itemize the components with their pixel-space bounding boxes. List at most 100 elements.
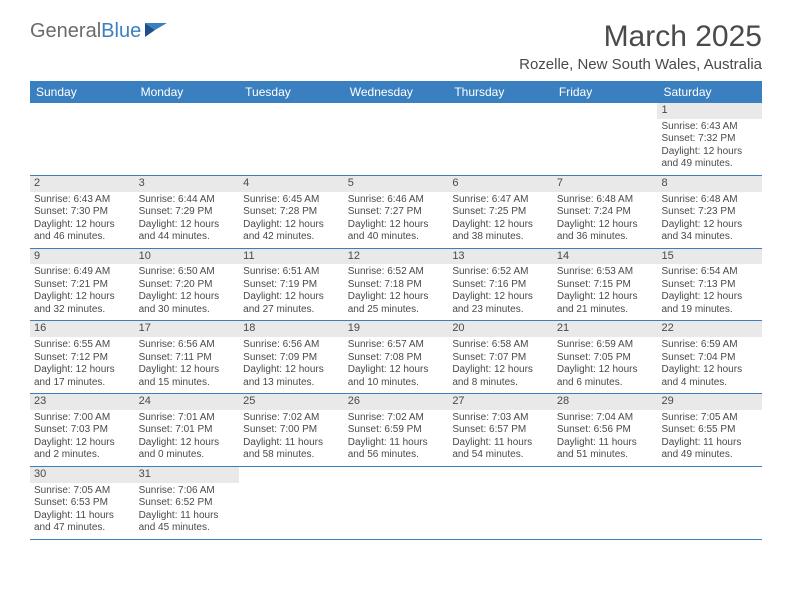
sunrise-text: Sunrise: 6:51 AM xyxy=(243,266,340,279)
daylight-text: Daylight: 11 hours and 54 minutes. xyxy=(452,437,549,462)
day-number: 28 xyxy=(553,394,658,410)
week-row: 1Sunrise: 6:43 AMSunset: 7:32 PMDaylight… xyxy=(30,103,762,176)
logo-text-1: General xyxy=(30,20,101,43)
sunset-text: Sunset: 7:25 PM xyxy=(452,206,549,219)
sunset-text: Sunset: 6:57 PM xyxy=(452,424,549,437)
sunset-text: Sunset: 6:52 PM xyxy=(139,497,236,510)
week-row: 16Sunrise: 6:55 AMSunset: 7:12 PMDayligh… xyxy=(30,321,762,394)
day-number: 12 xyxy=(344,249,449,265)
daylight-text: Daylight: 11 hours and 45 minutes. xyxy=(139,510,236,535)
sunset-text: Sunset: 7:04 PM xyxy=(661,352,758,365)
sunrise-text: Sunrise: 6:50 AM xyxy=(139,266,236,279)
sunset-text: Sunset: 7:21 PM xyxy=(34,279,131,292)
daylight-text: Daylight: 12 hours and 27 minutes. xyxy=(243,291,340,316)
day-number: 23 xyxy=(30,394,135,410)
calendar-cell: 14Sunrise: 6:53 AMSunset: 7:15 PMDayligh… xyxy=(553,249,658,321)
daylight-text: Daylight: 12 hours and 49 minutes. xyxy=(661,146,758,171)
day-number: 15 xyxy=(657,249,762,265)
calendar-cell: 17Sunrise: 6:56 AMSunset: 7:11 PMDayligh… xyxy=(135,321,240,393)
day-header: Tuesday xyxy=(239,81,344,103)
sunrise-text: Sunrise: 7:00 AM xyxy=(34,412,131,425)
calendar-cell xyxy=(448,103,553,175)
daylight-text: Daylight: 12 hours and 10 minutes. xyxy=(348,364,445,389)
sunrise-text: Sunrise: 7:06 AM xyxy=(139,485,236,498)
daylight-text: Daylight: 12 hours and 6 minutes. xyxy=(557,364,654,389)
calendar-cell: 8Sunrise: 6:48 AMSunset: 7:23 PMDaylight… xyxy=(657,176,762,248)
week-row: 2Sunrise: 6:43 AMSunset: 7:30 PMDaylight… xyxy=(30,176,762,249)
day-number: 24 xyxy=(135,394,240,410)
calendar-cell: 26Sunrise: 7:02 AMSunset: 6:59 PMDayligh… xyxy=(344,394,449,466)
daylight-text: Daylight: 12 hours and 46 minutes. xyxy=(34,219,131,244)
day-number: 25 xyxy=(239,394,344,410)
sunrise-text: Sunrise: 7:02 AM xyxy=(243,412,340,425)
calendar-cell: 22Sunrise: 6:59 AMSunset: 7:04 PMDayligh… xyxy=(657,321,762,393)
day-number: 2 xyxy=(30,176,135,192)
sunset-text: Sunset: 6:55 PM xyxy=(661,424,758,437)
calendar-cell: 27Sunrise: 7:03 AMSunset: 6:57 PMDayligh… xyxy=(448,394,553,466)
day-number: 4 xyxy=(239,176,344,192)
daylight-text: Daylight: 12 hours and 38 minutes. xyxy=(452,219,549,244)
sunrise-text: Sunrise: 7:03 AM xyxy=(452,412,549,425)
calendar-cell: 5Sunrise: 6:46 AMSunset: 7:27 PMDaylight… xyxy=(344,176,449,248)
sunrise-text: Sunrise: 6:52 AM xyxy=(452,266,549,279)
sunset-text: Sunset: 6:53 PM xyxy=(34,497,131,510)
day-number: 1 xyxy=(657,103,762,119)
calendar-cell: 20Sunrise: 6:58 AMSunset: 7:07 PMDayligh… xyxy=(448,321,553,393)
sunset-text: Sunset: 7:27 PM xyxy=(348,206,445,219)
sunset-text: Sunset: 7:07 PM xyxy=(452,352,549,365)
sunset-text: Sunset: 7:00 PM xyxy=(243,424,340,437)
calendar-cell: 23Sunrise: 7:00 AMSunset: 7:03 PMDayligh… xyxy=(30,394,135,466)
sunrise-text: Sunrise: 6:56 AM xyxy=(243,339,340,352)
sunset-text: Sunset: 7:29 PM xyxy=(139,206,236,219)
daylight-text: Daylight: 12 hours and 4 minutes. xyxy=(661,364,758,389)
daylight-text: Daylight: 11 hours and 56 minutes. xyxy=(348,437,445,462)
day-number: 30 xyxy=(30,467,135,483)
calendar-cell: 30Sunrise: 7:05 AMSunset: 6:53 PMDayligh… xyxy=(30,467,135,539)
calendar-cell xyxy=(344,467,449,539)
sunrise-text: Sunrise: 6:59 AM xyxy=(557,339,654,352)
sunset-text: Sunset: 7:11 PM xyxy=(139,352,236,365)
calendar-cell: 19Sunrise: 6:57 AMSunset: 7:08 PMDayligh… xyxy=(344,321,449,393)
sunset-text: Sunset: 7:18 PM xyxy=(348,279,445,292)
sunrise-text: Sunrise: 6:53 AM xyxy=(557,266,654,279)
calendar-cell xyxy=(239,467,344,539)
logo: GeneralBlue xyxy=(30,20,171,43)
sunrise-text: Sunrise: 7:04 AM xyxy=(557,412,654,425)
daylight-text: Daylight: 12 hours and 8 minutes. xyxy=(452,364,549,389)
logo-flag-icon xyxy=(145,23,171,41)
daylight-text: Daylight: 12 hours and 13 minutes. xyxy=(243,364,340,389)
sunrise-text: Sunrise: 7:02 AM xyxy=(348,412,445,425)
calendar-cell xyxy=(448,467,553,539)
day-number: 5 xyxy=(344,176,449,192)
daylight-text: Daylight: 12 hours and 23 minutes. xyxy=(452,291,549,316)
day-number: 9 xyxy=(30,249,135,265)
calendar-cell xyxy=(657,467,762,539)
sunrise-text: Sunrise: 6:58 AM xyxy=(452,339,549,352)
calendar-cell: 29Sunrise: 7:05 AMSunset: 6:55 PMDayligh… xyxy=(657,394,762,466)
calendar-cell: 21Sunrise: 6:59 AMSunset: 7:05 PMDayligh… xyxy=(553,321,658,393)
daylight-text: Daylight: 11 hours and 49 minutes. xyxy=(661,437,758,462)
sunset-text: Sunset: 7:03 PM xyxy=(34,424,131,437)
calendar-cell: 28Sunrise: 7:04 AMSunset: 6:56 PMDayligh… xyxy=(553,394,658,466)
sunrise-text: Sunrise: 6:57 AM xyxy=(348,339,445,352)
day-headers-row: SundayMondayTuesdayWednesdayThursdayFrid… xyxy=(30,81,762,103)
day-header: Saturday xyxy=(657,81,762,103)
daylight-text: Daylight: 12 hours and 30 minutes. xyxy=(139,291,236,316)
title-block: March 2025 Rozelle, New South Wales, Aus… xyxy=(519,20,762,73)
sunset-text: Sunset: 7:32 PM xyxy=(661,133,758,146)
calendar-cell: 6Sunrise: 6:47 AMSunset: 7:25 PMDaylight… xyxy=(448,176,553,248)
sunrise-text: Sunrise: 7:01 AM xyxy=(139,412,236,425)
week-row: 9Sunrise: 6:49 AMSunset: 7:21 PMDaylight… xyxy=(30,249,762,322)
day-number: 18 xyxy=(239,321,344,337)
calendar-cell: 7Sunrise: 6:48 AMSunset: 7:24 PMDaylight… xyxy=(553,176,658,248)
day-number: 19 xyxy=(344,321,449,337)
day-number: 29 xyxy=(657,394,762,410)
week-row: 30Sunrise: 7:05 AMSunset: 6:53 PMDayligh… xyxy=(30,467,762,540)
month-title: March 2025 xyxy=(519,20,762,54)
daylight-text: Daylight: 12 hours and 44 minutes. xyxy=(139,219,236,244)
calendar-cell: 11Sunrise: 6:51 AMSunset: 7:19 PMDayligh… xyxy=(239,249,344,321)
sunrise-text: Sunrise: 6:45 AM xyxy=(243,194,340,207)
calendar-cell: 13Sunrise: 6:52 AMSunset: 7:16 PMDayligh… xyxy=(448,249,553,321)
calendar-cell: 15Sunrise: 6:54 AMSunset: 7:13 PMDayligh… xyxy=(657,249,762,321)
calendar-cell: 2Sunrise: 6:43 AMSunset: 7:30 PMDaylight… xyxy=(30,176,135,248)
